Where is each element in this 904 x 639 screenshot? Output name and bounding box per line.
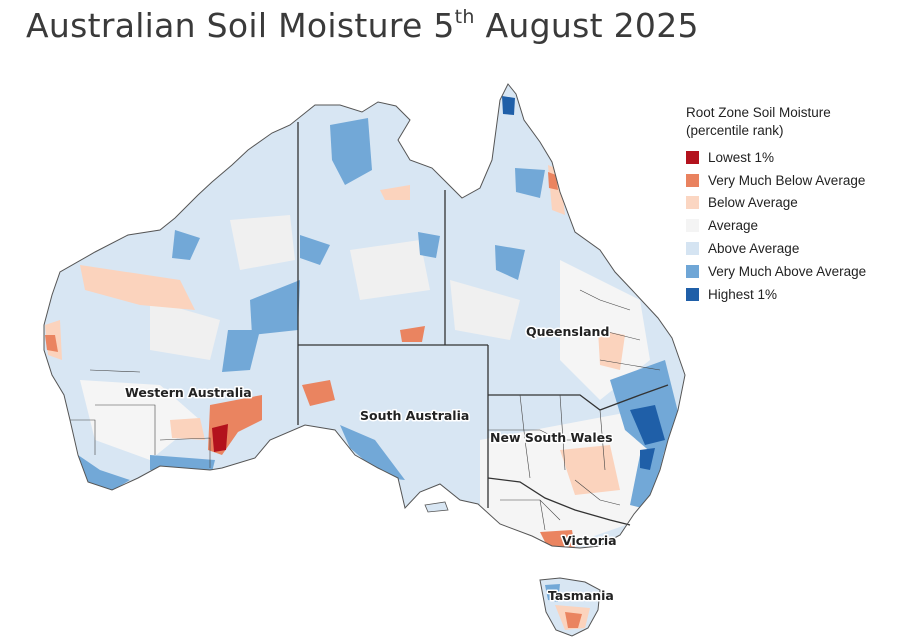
legend-swatch (686, 150, 699, 164)
patch-very-above (515, 168, 545, 198)
legend-item: Highest 1% (686, 283, 866, 306)
patch-average (350, 240, 430, 300)
nsw-vic-border (487, 477, 631, 526)
label-tasmania: Tasmania (548, 588, 614, 603)
patch-average (560, 260, 650, 400)
tasmania-island (539, 577, 601, 637)
patch-highest (640, 448, 655, 470)
legend-item: Lowest 1% (686, 146, 866, 169)
patch-very-above (340, 425, 405, 480)
tas-very-below (565, 612, 582, 628)
patch-average (80, 380, 200, 460)
patch-average (450, 280, 520, 340)
legend-item: Below Average (686, 192, 866, 215)
patch-very-above (250, 280, 300, 335)
legend-label: Below Average (708, 195, 798, 211)
legend-label: Very Much Below Average (708, 172, 866, 188)
region-borders (70, 289, 661, 531)
patch-very-below (45, 335, 58, 352)
patch-very-above (222, 330, 260, 372)
legend-swatch (686, 287, 699, 301)
mainland (43, 83, 686, 549)
page-title: Australian Soil Moisture 5th August 2025 (26, 6, 699, 45)
patch-very-above (630, 448, 665, 510)
patch-very-below (302, 380, 335, 406)
patch-very-above (495, 245, 525, 280)
patch-below (380, 185, 410, 200)
legend-swatch (686, 219, 699, 233)
legend-subtitle: (percentile rank) (686, 123, 784, 138)
tas-very-above (545, 584, 560, 602)
patch-below (560, 445, 620, 495)
legend-label: Above Average (708, 241, 800, 257)
patch-below (170, 418, 205, 440)
legend-label: Very Much Above Average (708, 263, 867, 279)
legend-swatch (686, 196, 699, 210)
legend-swatch (686, 173, 699, 187)
patch-highest (502, 96, 515, 115)
legend-item: Very Much Below Average (686, 169, 866, 192)
coastline (43, 83, 686, 549)
legend-label: Lowest 1% (708, 149, 775, 165)
legend-title: Root Zone Soil Moisture (686, 105, 831, 120)
label-new-south-wales: New South Wales (490, 430, 613, 445)
title-rest: August 2025 (474, 6, 699, 45)
legend-label: Average (708, 218, 759, 234)
title-main: Australian Soil Moisture 5 (26, 6, 455, 45)
patch-highest (630, 405, 665, 445)
label-western-australia: Western Australia (125, 385, 252, 400)
patch-very-above (172, 230, 200, 260)
legend-item: Above Average (686, 237, 866, 260)
moisture-patches (45, 96, 680, 548)
patch-very-below (540, 530, 575, 548)
legend-label: Highest 1% (708, 286, 778, 302)
legend-swatch (686, 264, 699, 278)
patch-very-above (300, 235, 330, 265)
patch-very-above (330, 118, 372, 185)
patch-very-below (548, 172, 558, 190)
label-queensland: Queensland (526, 324, 609, 339)
kangaroo-island (424, 501, 449, 513)
patch-very-below (400, 326, 425, 342)
patch-lowest (212, 424, 228, 452)
patch-below (80, 265, 195, 310)
label-victoria: Victoria (562, 533, 617, 548)
patch-average (230, 215, 295, 270)
legend-item: Very Much Above Average (686, 260, 866, 283)
legend-item: Average (686, 214, 866, 237)
title-superscript: th (454, 6, 475, 28)
patch-below (598, 330, 625, 370)
patch-very-above (418, 232, 440, 258)
legend-items: Lowest 1% Very Much Below Average Below Av… (686, 146, 866, 306)
patch-average (150, 300, 220, 360)
label-south-australia: South Australia (360, 408, 469, 423)
legend-swatch (686, 242, 699, 256)
legend: Root Zone Soil Moisture (percentile rank… (686, 104, 866, 306)
